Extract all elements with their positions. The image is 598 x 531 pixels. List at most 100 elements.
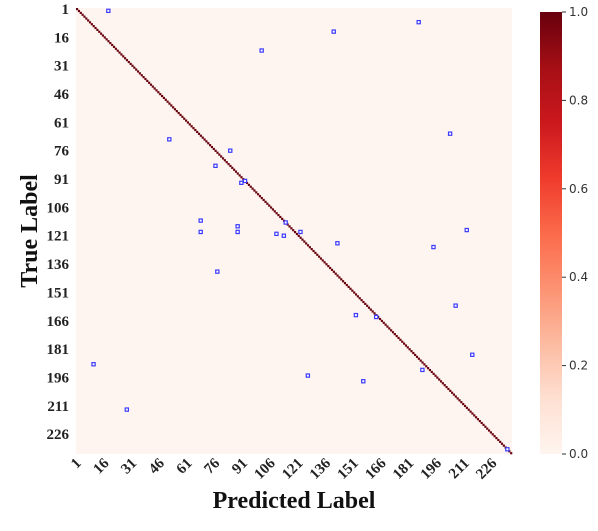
diagonal-cell <box>301 238 304 241</box>
diagonal-cell <box>170 104 173 107</box>
diagonal-cell <box>434 374 437 377</box>
diagonal-cell <box>281 217 284 220</box>
diagonal-cell <box>330 268 334 271</box>
diagonal-cell <box>510 452 513 455</box>
diagonal-cell <box>183 117 186 120</box>
diagonal-cell <box>227 162 230 166</box>
diagonal-cell <box>201 136 204 139</box>
diagonal-cell <box>388 327 391 330</box>
diagonal-cell <box>151 85 154 88</box>
diagonal-cell <box>467 408 470 411</box>
x-tick-label: 16 <box>91 455 113 477</box>
diagonal-cell <box>96 28 99 31</box>
highlight-cell <box>331 29 336 34</box>
diagonal-cell <box>327 265 330 268</box>
diagonal-cell <box>438 378 441 381</box>
diagonal-cell <box>133 66 136 69</box>
diagonal-cell <box>253 189 256 192</box>
colorbar-tick-label: 0.2 <box>569 359 588 373</box>
diagonal-cell <box>77 9 80 13</box>
diagonal-cell <box>268 204 271 207</box>
diagonal-cell <box>194 128 197 132</box>
diagonal-cell <box>340 278 343 281</box>
y-tick-label: 196 <box>47 370 70 386</box>
highlight-cell <box>215 269 220 274</box>
diagonal-cell <box>153 87 156 90</box>
diagonal-cell <box>94 26 97 30</box>
diagonal-cell <box>471 412 474 415</box>
y-tick-label: 166 <box>47 314 70 330</box>
x-tick-label: 136 <box>307 455 335 483</box>
diagonal-cell <box>399 338 402 341</box>
y-tick-label: 136 <box>47 257 70 273</box>
diagonal-cell <box>342 280 345 283</box>
highlight-cell <box>505 447 510 452</box>
diagonal-cell <box>382 321 385 324</box>
diagonal-cell <box>164 98 167 101</box>
diagonal-cell <box>486 427 489 430</box>
diagonal-cell <box>299 236 302 239</box>
diagonal-cell <box>277 213 280 217</box>
highlight-cell <box>453 303 458 308</box>
diagonal-cell <box>240 176 243 179</box>
diagonal-cell <box>223 159 226 162</box>
highlight-cell <box>274 231 279 237</box>
x-tick-label: 76 <box>201 455 223 477</box>
diagonal-cell <box>149 83 153 86</box>
diagonal-cell <box>210 145 214 149</box>
colorbar-ticks: 0.0 0.2 0.4 0.6 0.8 1.0 <box>562 5 588 461</box>
diagonal-cell <box>329 266 332 270</box>
diagonal-cell <box>393 333 396 336</box>
diagonal-cell <box>308 246 311 249</box>
diagonal-cell <box>465 406 468 409</box>
diagonal-cell <box>314 251 317 254</box>
diagonal-cell <box>401 340 404 343</box>
highlight-cell <box>464 227 469 233</box>
diagonal-cell <box>135 68 138 71</box>
diagonal-cell <box>205 140 208 143</box>
diagonal-cell <box>436 376 439 379</box>
diagonal-cell <box>186 121 189 124</box>
highlight-cell <box>420 367 425 373</box>
highlight-cell <box>167 137 172 142</box>
highlight-cell <box>305 373 311 378</box>
y-tick-label: 106 <box>47 200 70 216</box>
highlight-cell <box>235 224 240 229</box>
diagonal-cell <box>258 195 262 198</box>
diagonal-cell <box>127 60 130 64</box>
y-tick-label: 61 <box>54 115 69 131</box>
x-tick-label: 151 <box>335 456 362 483</box>
diagonal-cell <box>101 34 105 37</box>
highlight-cell <box>298 229 303 235</box>
diagonal-cell <box>275 212 278 215</box>
diagonal-cell <box>312 249 315 253</box>
highlight-cell <box>198 218 203 223</box>
x-tick-label: 1 <box>68 456 85 473</box>
diagonal-cell <box>76 8 79 11</box>
diagonal-cell <box>88 21 92 24</box>
diagonal-cell <box>100 32 103 35</box>
diagonal-cell <box>196 130 199 134</box>
diagonal-cell <box>347 285 350 288</box>
diagonal-cell <box>192 127 195 130</box>
colorbar-tick-label: 0.8 <box>569 93 588 107</box>
diagonal-cell <box>458 399 461 402</box>
diagonal-cell <box>371 310 374 313</box>
diagonal-cell <box>234 170 238 173</box>
diagonal-cell <box>323 261 326 264</box>
diagonal-cell <box>417 357 420 360</box>
highlight-cell <box>447 131 453 136</box>
diagonal-cell <box>148 81 151 84</box>
highlight-cell <box>470 352 475 357</box>
diagonal-cell <box>177 111 180 115</box>
diagonal-cell <box>125 59 129 62</box>
diagonal-cell <box>427 367 430 370</box>
highlight-cell <box>228 148 233 153</box>
diagonal-cell <box>406 346 409 349</box>
diagonal-cell <box>356 295 359 298</box>
x-tick-label: 121 <box>279 456 306 483</box>
diagonal-cell <box>395 334 398 338</box>
x-tick-label: 211 <box>446 456 473 483</box>
colorbar <box>540 12 562 454</box>
diagonal-cell <box>140 74 143 77</box>
